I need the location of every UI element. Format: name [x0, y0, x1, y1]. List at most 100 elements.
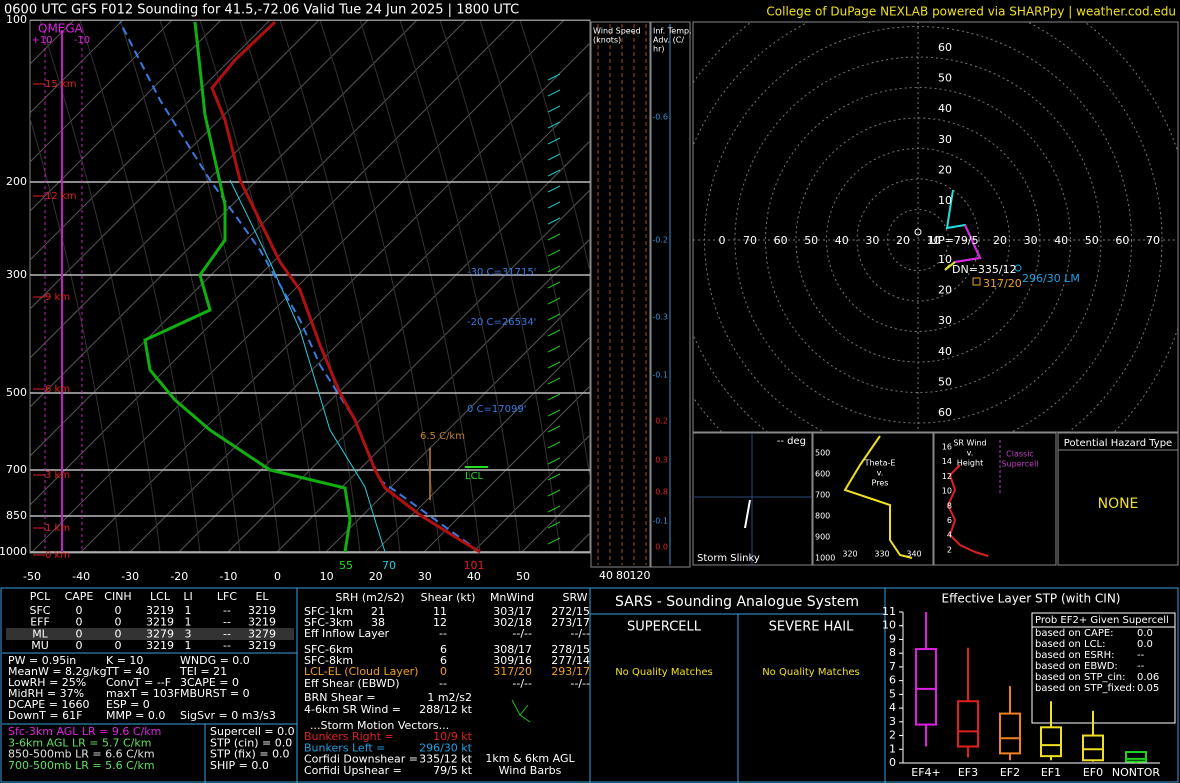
kin-cell: 303/17	[493, 605, 532, 618]
parcel-cell: SFC	[30, 604, 51, 617]
index: TEI = 21	[179, 665, 227, 678]
adv-value: 0.3	[655, 456, 668, 465]
temp-label: 40	[467, 570, 481, 583]
temp-label: -20	[170, 570, 188, 583]
hazard-value: NONE	[1098, 496, 1139, 512]
kin-cell: --/--	[570, 677, 590, 690]
kin-cell: --/--	[512, 627, 532, 640]
box	[999, 712, 1021, 755]
kin-cell: 278/15	[551, 643, 590, 656]
hodo-axis-label: 50	[1085, 234, 1099, 247]
height-label: 1 km	[45, 523, 70, 534]
parcel-cell: 0	[76, 639, 83, 652]
mini-barbs	[511, 699, 531, 723]
parcel-cell: EFF	[30, 616, 50, 629]
kin-row-label: Eff Shear (EBWD)	[304, 677, 400, 690]
index: WNDG = 0.0	[180, 654, 250, 667]
wind-barb	[547, 393, 561, 401]
sars-supercell: SUPERCELL	[627, 620, 702, 635]
hodo-axis-label: 70	[743, 234, 757, 247]
wind-barb	[547, 169, 561, 177]
temp-label: 50	[516, 570, 530, 583]
omega-label: +10	[31, 35, 52, 46]
hodo-ring-label: 20	[938, 284, 952, 297]
sars-title: SARS - Sounding Analogue System	[615, 594, 859, 610]
stp-legend-box	[1031, 612, 1176, 724]
hodo-ring-label: 40	[938, 102, 952, 115]
srwind-title: SR Wind	[953, 439, 986, 448]
ml-highlight	[6, 628, 294, 640]
kin-cell: 38	[371, 616, 385, 629]
parcel-cell: 1	[185, 616, 192, 629]
skewt-annotation: 6.5 C/km	[420, 431, 465, 442]
isotherm	[30, 20, 320, 310]
composite: SHIP = 0.0	[210, 759, 269, 772]
hodo-ring-label: 30	[938, 314, 952, 327]
kin-header: Shear (kt)	[421, 591, 476, 604]
kin-cell: 11	[433, 605, 447, 618]
stp-legend-label: based on ESRH:	[1035, 650, 1115, 661]
height-label: 0 km	[45, 550, 70, 561]
srwind-note: Supercell	[1001, 460, 1038, 469]
height-label: 3 km	[45, 470, 70, 481]
kin-cell: --	[377, 627, 385, 640]
kin-cell: 12	[433, 616, 447, 629]
thetae-pressure: 500	[815, 449, 830, 458]
thetae-temp: 320	[842, 550, 857, 559]
slinky-vector	[744, 499, 751, 529]
adv-title: hr)	[653, 45, 664, 54]
stp-legend-label: based on STP_fixed:	[1035, 683, 1135, 694]
skewt-annotation: -20 C=26534'	[467, 317, 536, 328]
temp-label: -30	[121, 570, 139, 583]
temp-label: -40	[72, 570, 90, 583]
hodo-ring	[765, 87, 1071, 393]
kin-extra-value: 288/12 kt	[419, 703, 473, 716]
stp-category: EF1	[1041, 766, 1061, 779]
kin-cell: --	[439, 677, 447, 690]
thetae-pressure: 1000	[815, 554, 835, 563]
srwind-note: Classic	[1006, 450, 1034, 459]
parcel-cell: 1	[185, 604, 192, 617]
wind-barb	[547, 345, 561, 353]
kin-header: SRW	[562, 591, 587, 604]
dry-adiabat	[519, 20, 590, 274]
skewt-annotation: 101	[464, 559, 485, 572]
wind-barb	[547, 505, 561, 513]
parcel-cell: --	[223, 616, 231, 629]
lapse-rate: 850-500mb LR = 6.6 C/km	[8, 748, 155, 761]
stp-category: EF2	[1000, 766, 1020, 779]
wind-speed-label: 80	[616, 569, 630, 582]
isotherm	[30, 20, 418, 408]
stp-legend-value: 0.05	[1137, 683, 1159, 694]
index: PW = 0.95in	[8, 654, 76, 667]
parcel-header: LCL	[150, 590, 171, 603]
hodo-annotation: 296/30 LM	[1022, 272, 1080, 285]
motion-label: Bunkers Left =	[304, 741, 385, 754]
skewt-annotation: 70	[382, 559, 396, 572]
wind-barb	[547, 457, 561, 465]
dry-adiabat	[359, 20, 481, 553]
kin-cell: 273/17	[551, 616, 590, 629]
wind-barb	[547, 377, 561, 385]
thetae-pressure: 900	[815, 533, 830, 542]
stp-tick-label: 1	[889, 742, 896, 755]
omega-label: -10	[74, 35, 90, 46]
wind-barb	[547, 153, 561, 161]
parcel-cell: --	[223, 627, 231, 640]
hodo-annotation: 317/20	[983, 277, 1022, 290]
hodo-ring-label: 50	[938, 375, 952, 388]
index: ESP = 0	[106, 698, 150, 711]
hodo-ring-label: 30	[938, 133, 952, 146]
wind-barb	[547, 73, 561, 81]
pressure-label: 850	[6, 509, 27, 522]
adv-value: -0.3	[652, 313, 668, 322]
hodo-ring-label: 10	[938, 253, 952, 266]
frames	[0, 19, 1179, 783]
isotherm	[30, 20, 124, 114]
sars-result: No Quality Matches	[615, 667, 713, 678]
dry-adiabat	[439, 20, 561, 553]
kin-extra-label: 4-6km SR Wind =	[304, 703, 401, 716]
hodo-ring-label: 50	[938, 72, 952, 85]
skewt-lines	[30, 20, 590, 553]
